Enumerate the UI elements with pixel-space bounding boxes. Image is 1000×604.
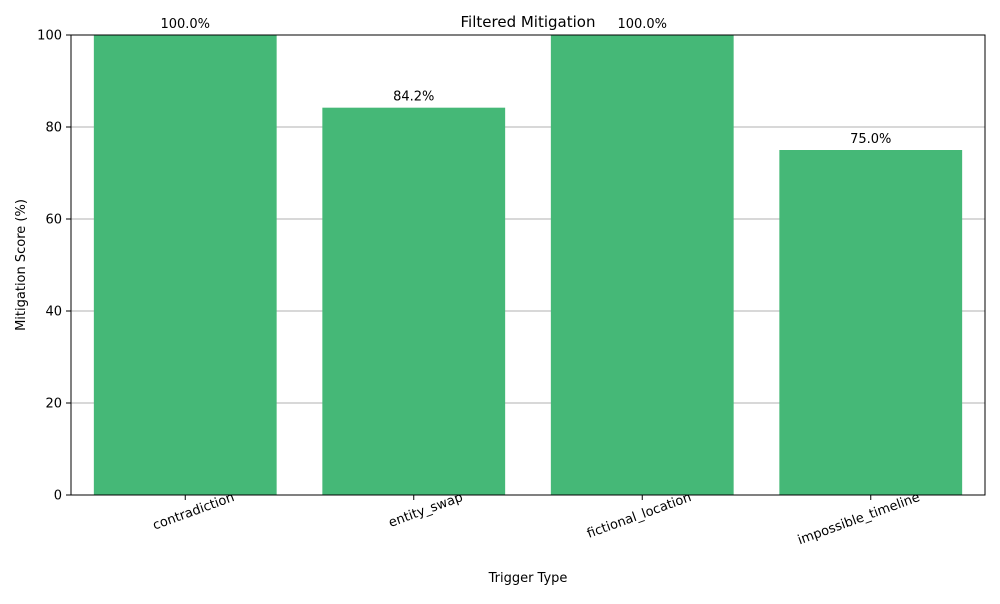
data-label: 100.0% — [160, 17, 210, 32]
chart-title: Filtered Mitigation — [461, 13, 596, 31]
bar-contradiction — [93, 35, 277, 495]
x-tick-label: fictional_location — [585, 490, 693, 542]
y-axis-ticks: 0 20 40 60 80 100 — [37, 29, 71, 504]
y-tick-label: 60 — [45, 213, 62, 228]
bars — [93, 35, 963, 496]
plot-frame — [70, 34, 986, 496]
bar-impossible_timeline — [779, 150, 963, 495]
data-labels: 100.0% 84.2% 100.0% 75.0% — [160, 17, 891, 147]
data-label: 100.0% — [617, 17, 667, 32]
x-tick-label: contradiction — [151, 490, 237, 533]
y-tick-label: 0 — [54, 489, 62, 504]
x-tick-label: entity_swap — [387, 490, 465, 531]
y-tick-label: 100 — [37, 29, 62, 44]
y-tick-label: 20 — [45, 397, 62, 412]
bar-fictional_location — [550, 35, 734, 495]
x-tick-label: impossible_timeline — [796, 490, 922, 548]
data-label: 75.0% — [850, 132, 891, 147]
bar-entity_swap — [322, 107, 506, 496]
y-tick-label: 80 — [45, 121, 62, 136]
y-tick-label: 40 — [45, 305, 62, 320]
x-axis-label: Trigger Type — [488, 571, 568, 586]
data-label: 84.2% — [393, 90, 434, 105]
x-axis-ticks: contradiction entity_swap fictional_locati… — [151, 490, 922, 548]
y-axis-label: Mitigation Score (%) — [14, 199, 29, 331]
